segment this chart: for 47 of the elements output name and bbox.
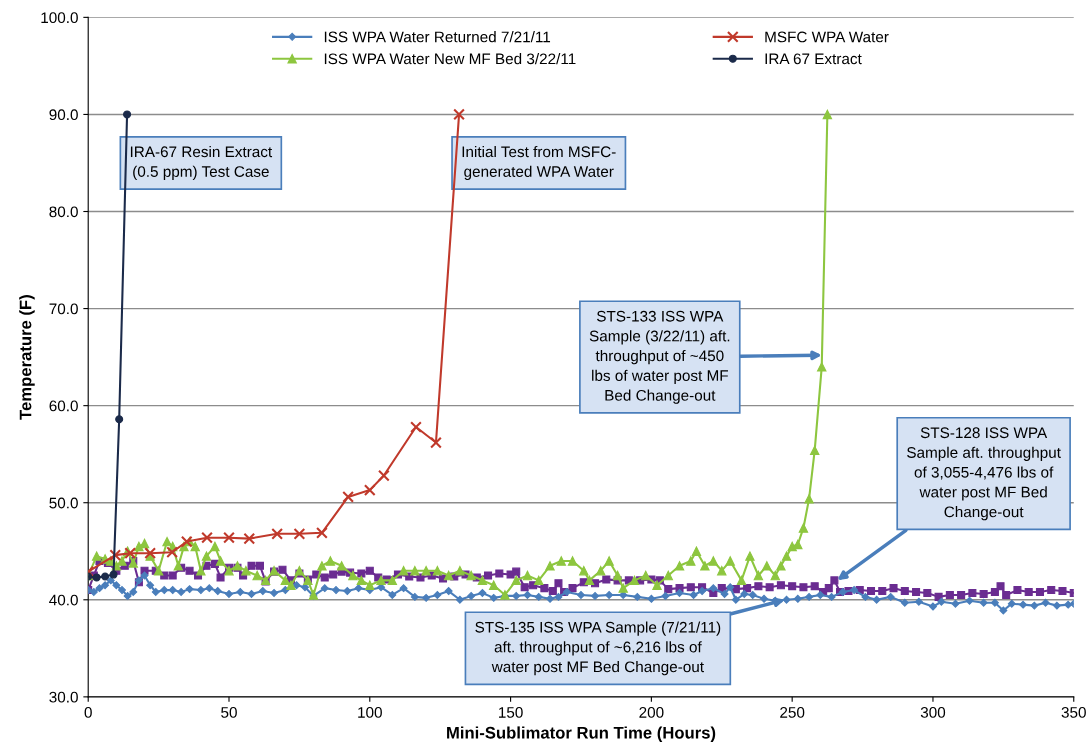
y-tick-label: 70.0 <box>49 303 78 315</box>
x-tick-label: 200 <box>639 706 664 718</box>
x-tick-label: 300 <box>920 706 946 718</box>
annotation: STS-128 ISS WPA Sample aft. throughput of 3,055-4,476 lbs of water post MF Bed Change-out <box>907 427 1061 521</box>
y-axis-title: Temperature (F) <box>19 295 35 420</box>
point <box>430 436 442 449</box>
point <box>109 570 118 579</box>
point <box>243 532 256 545</box>
x-tick-label: 0 <box>84 706 92 718</box>
legend-label: ISS WPA Water New MF Bed 3/22/11 <box>324 53 576 65</box>
x-tick-label: 100 <box>358 706 382 718</box>
x-tick-label: 350 <box>1061 706 1086 718</box>
y-tick-label: 60.0 <box>49 400 78 412</box>
point <box>410 421 422 433</box>
point <box>166 546 179 559</box>
annotation: STS-133 ISS WPA Sample (3/22/11) aft. throughput of ~450 lbs of water post MF Bed Change-out <box>589 310 730 404</box>
point <box>453 108 465 121</box>
point <box>342 491 355 503</box>
legend-label: IRA 67 Extract <box>765 53 862 65</box>
point <box>109 549 122 562</box>
legend-label: MSFC WPA Water <box>765 31 889 43</box>
point <box>101 572 110 581</box>
annotation: IRA-67 Resin Extract (0.5 ppm) Test Case <box>130 145 273 180</box>
point <box>363 484 376 496</box>
annotation: Initial Test from MSFC- generated WPA Water <box>462 145 616 180</box>
x-tick-label: 50 <box>221 706 237 718</box>
annotation: STS-135 ISS WPA Sample (7/21/11) aft. throughput of ~6,216 lbs of water post MF Bed Change-out <box>475 621 721 676</box>
y-tick-label: 50.0 <box>49 497 78 509</box>
legend-label: ISS WPA Water Returned 7/21/11 <box>324 31 551 43</box>
point <box>377 469 390 482</box>
y-tick-label: 90.0 <box>49 109 78 121</box>
y-tick-label: 40.0 <box>49 594 78 606</box>
x-tick-label: 150 <box>499 706 523 718</box>
x-axis-title: Mini-Sublimator Run Time (Hours) <box>447 726 716 742</box>
point <box>124 547 137 560</box>
point <box>115 415 124 424</box>
point <box>316 526 328 539</box>
y-tick-label: 100.0 <box>41 12 78 24</box>
point <box>271 527 284 540</box>
point <box>123 110 132 119</box>
point <box>223 531 235 544</box>
y-tick-label: 80.0 <box>49 206 78 218</box>
point <box>293 527 306 540</box>
y-tick-label: 30.0 <box>49 691 78 703</box>
point <box>201 531 213 544</box>
x-tick-label: 250 <box>780 706 805 718</box>
point <box>180 535 193 548</box>
